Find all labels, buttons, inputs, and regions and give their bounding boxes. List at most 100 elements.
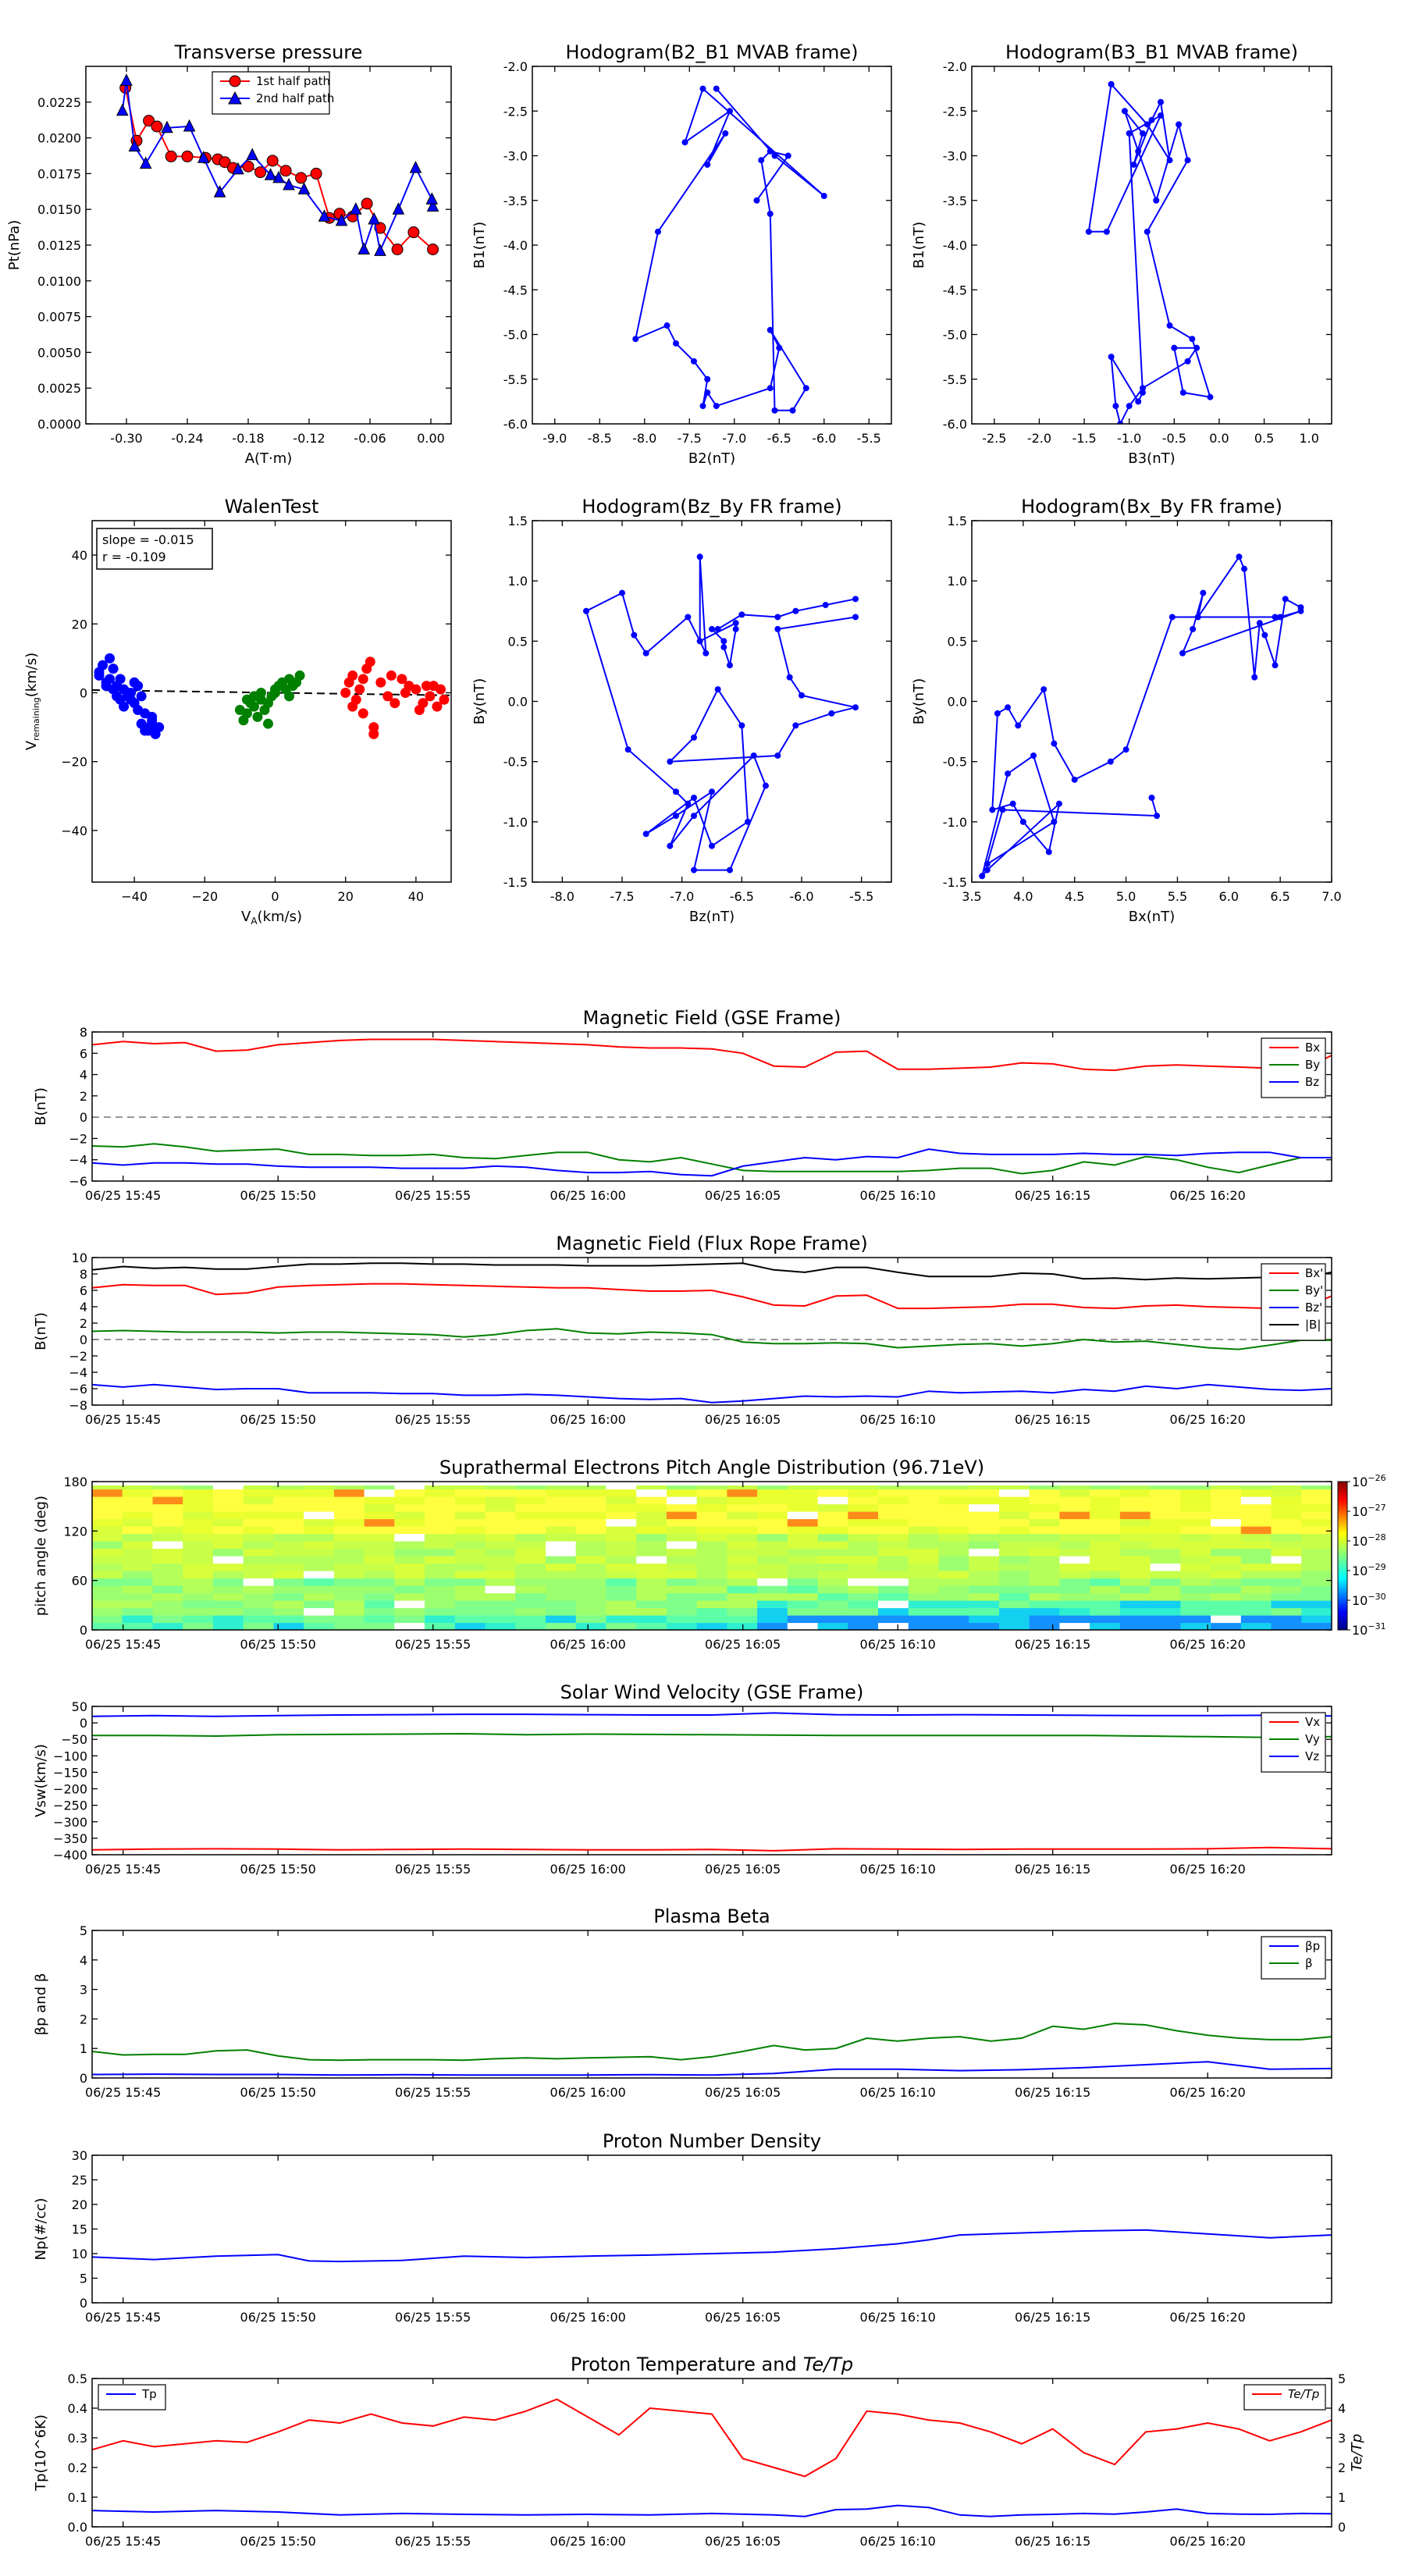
chart-title: Hodogram(B3_B1 MVAB frame) [1005,41,1298,63]
heatmap-cell [273,1496,304,1505]
heatmap-cell [364,1556,395,1564]
heatmap-cell [757,1503,788,1512]
heatmap-cell [1271,1592,1302,1601]
heatmap-cell [546,1511,577,1520]
data-point [1040,686,1048,693]
heatmap-cell [243,1511,274,1520]
heatmap-cell [183,1482,214,1490]
heatmap-cell [969,1489,1000,1497]
heatmap-cell [817,1607,848,1616]
data-point [414,705,425,716]
heatmap-cell [546,1503,577,1512]
heatmap-cell [243,1526,274,1535]
heatmap-cell [92,1489,123,1497]
heatmap-cell [1240,1496,1272,1505]
heatmap-cell [848,1518,879,1527]
heatmap-cell [1119,1518,1151,1527]
heatmap-cell [333,1533,365,1542]
x-tick-label: 06/25 16:10 [860,1862,936,1877]
heatmap-cell [425,1496,456,1505]
legend-label: Bx' [1305,1266,1323,1280]
heatmap-cell [908,1533,940,1542]
heatmap-cell [727,1556,758,1564]
heatmap-cell [1211,1592,1242,1601]
heatmap-cell [454,1548,486,1557]
x-tick-label: 0.5 [1254,431,1274,446]
heatmap-cell [1180,1585,1211,1594]
heatmap-cell [999,1511,1030,1520]
heatmap-cell [1211,1585,1242,1594]
heatmap-cell [1180,1533,1211,1542]
data-point [318,209,331,222]
y-tick-label: 1.0 [508,574,528,589]
heatmap-cell [1150,1511,1181,1520]
heatmap-cell [515,1503,546,1512]
series-line [92,1283,1332,1311]
heatmap-cell [454,1556,486,1564]
data-point [1121,108,1128,115]
heatmap-cell [636,1533,667,1542]
heatmap-cell [333,1600,365,1609]
heatmap-cell [1180,1571,1211,1579]
heatmap-cell [696,1578,727,1586]
heatmap-cell [1180,1578,1211,1586]
heatmap-cell [485,1563,516,1571]
heatmap-cell [787,1563,819,1571]
data-point [1126,403,1133,410]
data-point [1282,596,1289,603]
heatmap-cell [1180,1622,1211,1630]
heatmap-cell [546,1571,577,1579]
x-tick-label: 06/25 16:15 [1015,1862,1090,1877]
heatmap-cell [666,1526,698,1535]
heatmap-cell [1211,1511,1242,1520]
x-tick-label: -7.0 [722,431,746,446]
chart-beta: 06/25 15:45 06/25 15:50 06/25 15:55 06/25 1… [33,1905,1332,2100]
heatmap-cell [575,1563,606,1571]
heatmap-cell [394,1556,425,1564]
heatmap-cell [1150,1578,1181,1586]
heatmap-cell [152,1592,183,1601]
plot-frame [971,520,1332,883]
data-point [786,674,793,681]
heatmap-cell [243,1563,274,1571]
heatmap-cell [1090,1496,1121,1505]
heatmap-cell [1059,1563,1090,1571]
data-point [1194,614,1201,621]
y-right-tick-label: 2 [1338,2460,1346,2475]
heatmap-cell [485,1615,516,1624]
heatmap-cell [152,1541,183,1550]
heatmap-cell [273,1571,304,1579]
heatmap-cell [787,1578,819,1586]
heatmap-cell [152,1511,183,1520]
heatmap-cell [606,1548,637,1557]
heatmap-cell [606,1563,637,1571]
heatmap-cell [999,1571,1030,1579]
y-tick-label: 2 [80,2012,87,2026]
heatmap-cell [727,1489,758,1497]
heatmap-cell [787,1585,819,1594]
heatmap-cell [152,1503,183,1512]
chart-title: Hodogram(B2_B1 MVAB frame) [566,41,859,63]
y-tick-label: −200 [53,1782,87,1797]
heatmap-cell [606,1518,637,1527]
heatmap-cell [183,1563,214,1571]
data-point [294,670,305,681]
heatmap-cell [1150,1518,1181,1527]
x-axis-label: A(T·m) [245,450,293,467]
x-tick-label: 06/25 16:05 [705,2085,781,2100]
heatmap-cell [1150,1622,1181,1630]
heatmap-cell [1271,1615,1302,1624]
heatmap-cell [333,1563,365,1571]
x-tick-label: -0.24 [171,431,203,446]
heatmap-cell [938,1511,969,1520]
heatmap-cell [454,1541,486,1550]
data-point [852,614,859,621]
data-point [771,407,778,414]
heatmap-cell [92,1571,123,1579]
heatmap-cell [999,1518,1030,1527]
heatmap-cell [938,1556,969,1564]
x-tick-label: 06/25 15:50 [240,1412,316,1427]
heatmap-cell [546,1496,577,1505]
